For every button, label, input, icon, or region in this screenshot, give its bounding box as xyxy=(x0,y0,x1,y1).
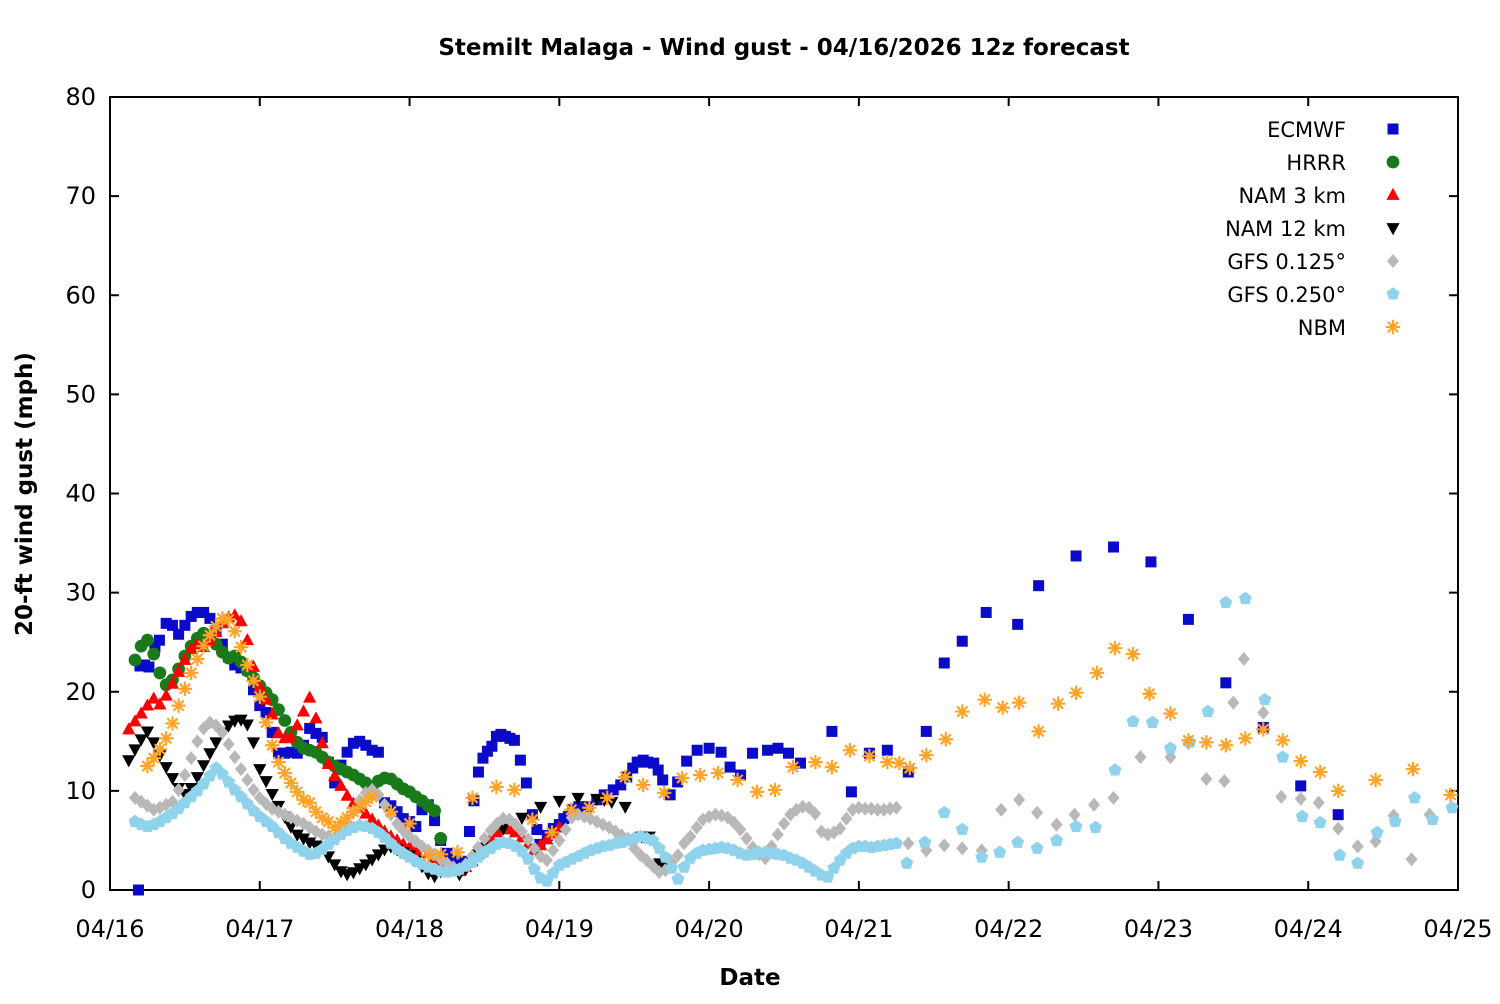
y-tick-label: 0 xyxy=(81,876,96,904)
chart-title: Stemilt Malaga - Wind gust - 04/16/2026 … xyxy=(438,35,1129,61)
legend-label: GFS 0.125° xyxy=(1227,250,1346,274)
y-tick-label: 80 xyxy=(65,83,96,111)
plot-axes: 04/16 04/17 04/18 04/19 04/20 04/21 04/22 04/23… xyxy=(65,83,1492,943)
x-axis-label: Date xyxy=(719,965,780,991)
x-tick-label: 04/23 xyxy=(1124,915,1193,943)
legend-item-nam-3-km: NAM 3 km xyxy=(1238,184,1400,208)
legend-label: NAM 12 km xyxy=(1225,217,1346,241)
y-axis-label: 20-ft wind gust (mph) xyxy=(12,352,38,636)
x-tick-label: 04/21 xyxy=(824,915,893,943)
y-tick-label: 20 xyxy=(65,678,96,706)
y-tick-label: 10 xyxy=(65,777,96,805)
legend-label: ECMWF xyxy=(1267,118,1346,142)
legend: ECMWF HRRR NAM 3 km NAM 12 km GFS 0.125° GFS … xyxy=(1225,118,1401,340)
x-tick-label: 04/18 xyxy=(375,915,444,943)
series-nbm xyxy=(140,611,1458,863)
y-tick-label: 30 xyxy=(65,579,96,607)
legend-label: NBM xyxy=(1298,316,1346,340)
x-tick-label: 04/25 xyxy=(1423,915,1492,943)
x-tick-label: 04/17 xyxy=(225,915,294,943)
legend-item-gfs-0-125-: GFS 0.125° xyxy=(1227,250,1399,274)
x-tick-label: 04/19 xyxy=(525,915,594,943)
legend-item-gfs-0-250-: GFS 0.250° xyxy=(1227,283,1400,307)
y-tick-label: 50 xyxy=(65,380,96,408)
legend-label: NAM 3 km xyxy=(1238,184,1346,208)
data-points xyxy=(122,541,1459,896)
y-tick-label: 40 xyxy=(65,480,96,508)
legend-item-nbm: NBM xyxy=(1298,316,1401,340)
y-tick-label: 70 xyxy=(65,182,96,210)
x-tick-label: 04/20 xyxy=(675,915,744,943)
x-tick-label: 04/24 xyxy=(1274,915,1343,943)
legend-item-hrrr: HRRR xyxy=(1286,151,1400,175)
y-tick-label: 60 xyxy=(65,281,96,309)
plot-border xyxy=(109,96,1459,891)
x-tick-label: 04/22 xyxy=(974,915,1043,943)
legend-item-ecmwf: ECMWF xyxy=(1267,118,1399,142)
legend-label: GFS 0.250° xyxy=(1227,283,1346,307)
legend-label: HRRR xyxy=(1286,151,1346,175)
series-gfs-0-250- xyxy=(128,591,1459,887)
legend-item-nam-12-km: NAM 12 km xyxy=(1225,217,1400,241)
x-tick-label: 04/16 xyxy=(75,915,144,943)
